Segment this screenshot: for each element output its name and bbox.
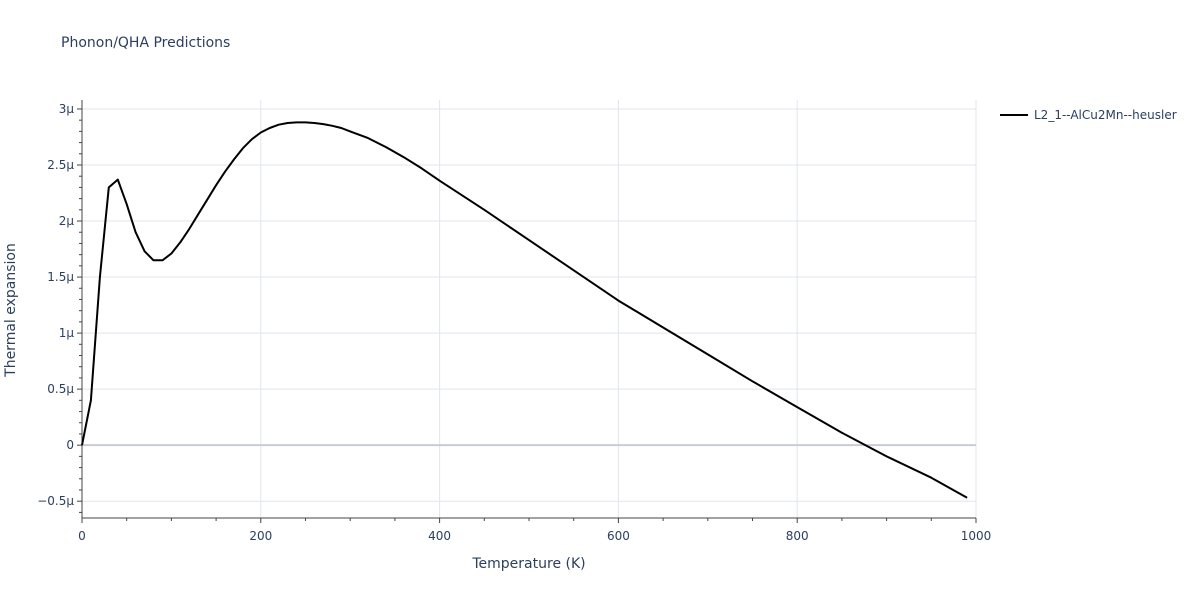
y-tick-label: 1.5μ — [47, 270, 74, 284]
series-line — [81, 121, 968, 499]
x-tick-label: 800 — [786, 529, 809, 543]
y-tick-label: 3μ — [59, 102, 75, 116]
x-axis-title: Temperature (K) — [471, 556, 585, 572]
x-tick-label: 400 — [428, 529, 451, 543]
x-tick-label: 0 — [78, 529, 86, 543]
x-tick-label: 200 — [249, 529, 272, 543]
chart-title: Phonon/QHA Predictions — [61, 35, 231, 51]
axes — [77, 100, 977, 523]
legend-label: L2_1--AlCu2Mn--heusler — [1034, 108, 1177, 122]
y-tick-label: 2μ — [59, 214, 75, 228]
series-layer — [81, 121, 968, 499]
grid-lines — [82, 100, 977, 518]
x-tick-label: 600 — [607, 529, 630, 543]
tick-labels: 0 200 400 600 800 1000 −0.5μ 0 0.5μ 1μ 1.5μ 2μ 2.5μ 3… — [37, 102, 991, 543]
x-tick-label: 1000 — [961, 529, 992, 543]
legend[interactable]: L2_1--AlCu2Mn--heusler — [1000, 108, 1177, 122]
y-tick-label: −0.5μ — [37, 494, 74, 508]
y-tick-label: 0 — [66, 438, 74, 452]
y-tick-label: 2.5μ — [47, 158, 74, 172]
y-axis-title: Thermal expansion — [3, 243, 19, 378]
y-tick-label: 0.5μ — [47, 382, 74, 396]
y-tick-label: 1μ — [59, 326, 75, 340]
